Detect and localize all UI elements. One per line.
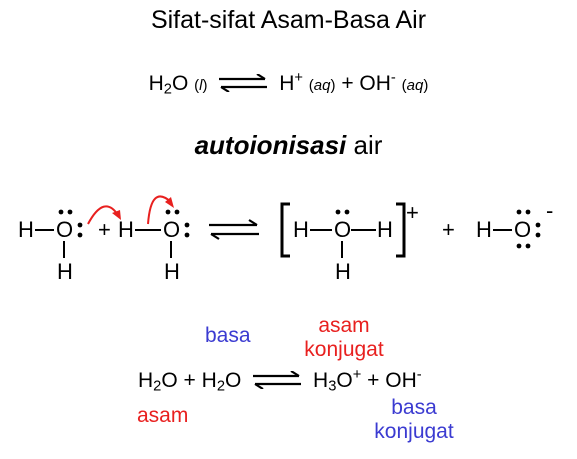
page-title: Sifat-sifat Asam-Basa Air — [150, 6, 427, 34]
lone-pair-dots — [516, 209, 541, 249]
water-formula: H2O — [148, 72, 189, 98]
hydrogen-ion: H+ — [279, 69, 303, 95]
equation-autoionization: H2O (l) H+ (aq) + OH- (aq) — [0, 69, 577, 98]
equilibrium-arrows-icon — [219, 74, 268, 92]
lewis-o-atom: O — [514, 217, 531, 242]
anion-charge: - — [546, 198, 553, 223]
equilibrium-arrows-icon — [209, 219, 259, 240]
label-basa: basa — [205, 324, 251, 347]
hydrogen-ion-state: (aq) — [308, 77, 336, 94]
electron-arrow-icon — [147, 195, 174, 225]
lewis-h-atom: H — [57, 259, 73, 284]
subtitle: autoionisasi air — [0, 130, 577, 161]
subtitle-bold: autoionisasi — [194, 130, 347, 160]
equilibrium-arrows-icon — [253, 371, 302, 389]
lone-pair-dots — [58, 209, 83, 238]
subtitle-rest: air — [346, 130, 383, 160]
plus-sign: + — [367, 369, 380, 392]
lewis-h-atom: H — [118, 217, 134, 242]
plus-sign: + — [98, 217, 111, 242]
cation-charge: + — [406, 200, 419, 225]
lewis-h-atom: H — [164, 259, 180, 284]
left-bracket — [280, 202, 290, 258]
lewis-h-atom: H — [18, 217, 34, 242]
right-bracket — [396, 202, 406, 258]
label-basa-konjugat: basa konjugat — [374, 396, 454, 443]
plus-sign: + — [341, 72, 354, 95]
lewis-h-atom: H — [377, 217, 393, 242]
water-formula: H2O — [138, 369, 178, 395]
hydroxide-formula: OH- — [385, 366, 422, 392]
lewis-structure-diagram: H O H + H O H — [18, 195, 553, 284]
label-asam-konjugat: asam konjugat — [304, 314, 384, 361]
lewis-o-atom: O — [334, 217, 351, 242]
lewis-o-atom: O — [56, 217, 73, 242]
hydroxide-ion: OH- — [359, 69, 396, 95]
water-formula: H2O — [201, 369, 242, 395]
lewis-h-atom: H — [293, 217, 309, 242]
lewis-o-atom: O — [163, 217, 180, 242]
label-asam: asam — [137, 404, 189, 427]
hydroxide-ion-state: (aq) — [401, 77, 429, 94]
equation-conjugate: H2O + H2O H3O+ + OH- — [138, 366, 422, 395]
electron-arrow-icon — [87, 205, 121, 225]
plus-sign: + — [183, 369, 196, 392]
plus-sign: + — [442, 217, 455, 242]
water-state: (l) — [194, 77, 208, 94]
lone-pair-dots — [165, 209, 190, 238]
lewis-h-atom: H — [476, 217, 492, 242]
hydronium-formula: H3O+ — [313, 366, 362, 395]
lewis-h-atom: H — [335, 259, 351, 284]
lone-pair-dots — [335, 209, 350, 215]
